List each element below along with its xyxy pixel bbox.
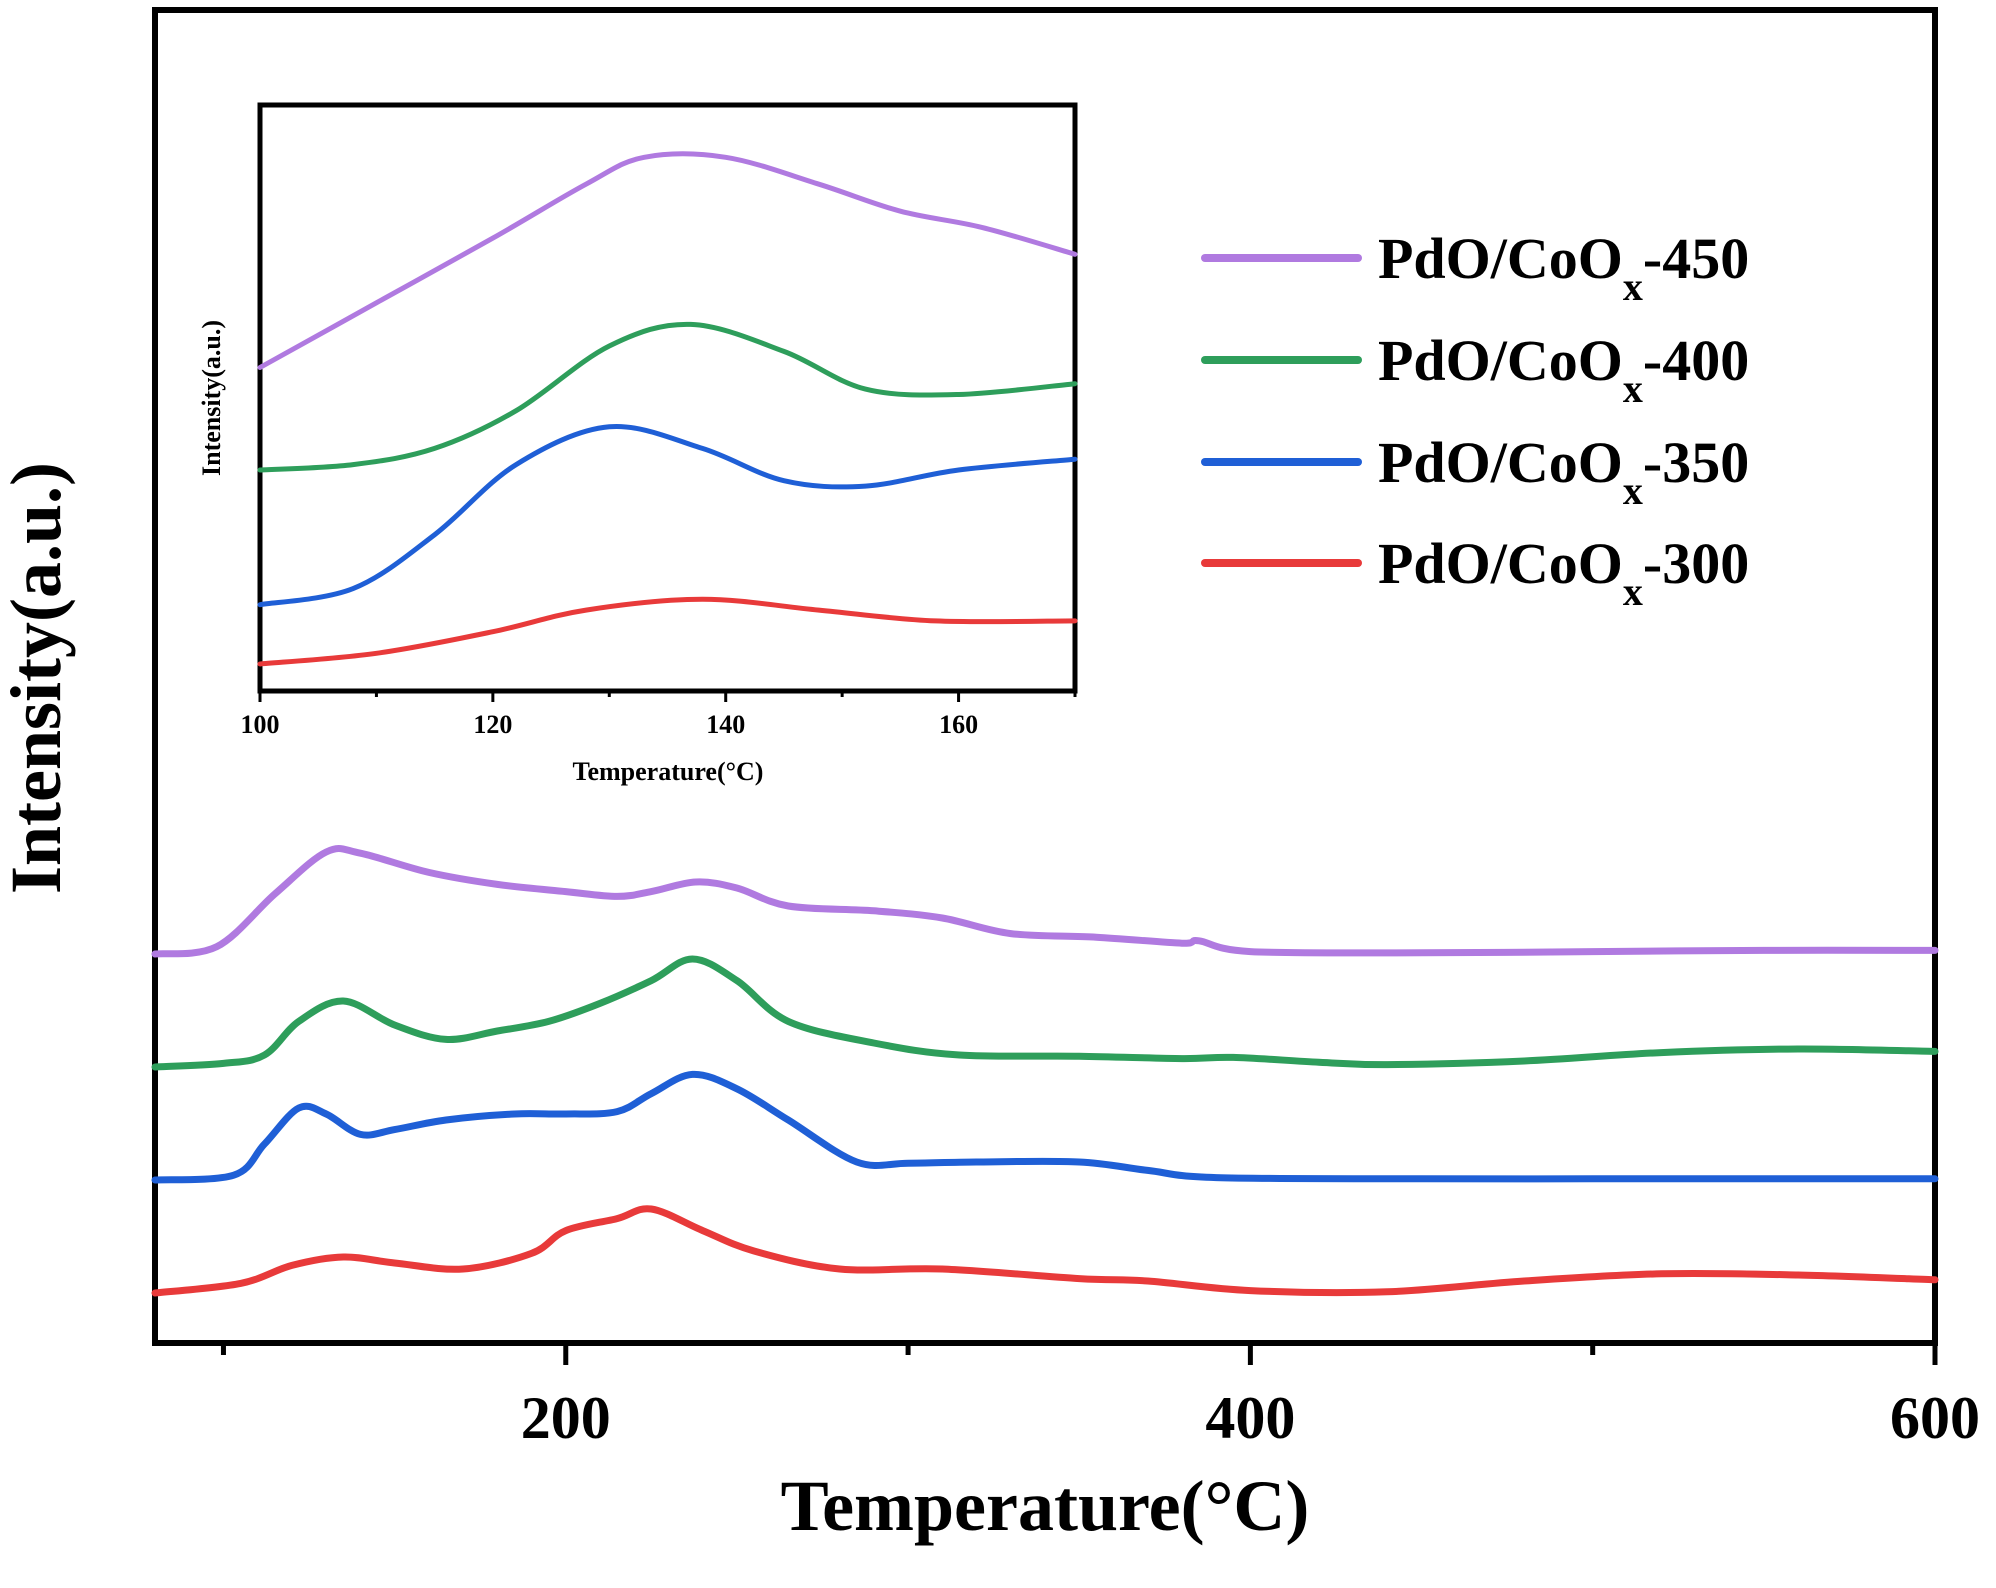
main-y-axis-label: Intensity(a.u.): [0, 462, 76, 894]
inset-series-line: [257, 424, 1078, 608]
legend-label: PdO/CoOx-450: [1378, 226, 1749, 309]
main-series-line: [151, 1070, 1939, 1184]
inset-x-tick-label: 100: [241, 710, 280, 739]
legend: PdO/CoOx-450 PdO/CoOx-400 PdO/CoOx-350 PdO/…: [1201, 226, 1749, 614]
inset-y-axis-label: Intensity(a.u.): [197, 320, 226, 476]
inset-series-line: [257, 596, 1078, 667]
main-series-line: [151, 955, 1939, 1071]
inset-x-tick-label: 120: [473, 710, 512, 739]
legend-label: PdO/CoOx-350: [1378, 430, 1749, 513]
main-plot-frame: [152, 7, 1938, 1346]
inset-x-axis-label: Temperature(°C): [573, 757, 764, 786]
main-series-line: [151, 1205, 1939, 1297]
main-series-line: [151, 845, 1939, 958]
legend-label: PdO/CoOx-300: [1378, 531, 1749, 614]
inset-series-line: [257, 151, 1078, 370]
legend-label: PdO/CoOx-400: [1378, 328, 1749, 411]
main-x-tick-label: 200: [521, 1385, 611, 1451]
main-x-axis-label: Temperature(°C): [781, 1466, 1310, 1546]
main-x-tick-label: 600: [1890, 1385, 1980, 1451]
main-x-tick-label: 400: [1205, 1385, 1295, 1451]
inset-x-tick-label: 140: [706, 710, 745, 739]
inset-series-group: [257, 151, 1078, 667]
inset-x-ticks: 100 120 140 160: [241, 691, 1077, 739]
inset-series-line: [257, 321, 1078, 473]
inset-plot-frame: [257, 102, 1078, 694]
main-series-group: [151, 845, 1939, 1297]
main-x-ticks: 200 400 600: [220, 1343, 1980, 1451]
inset-x-tick-label: 160: [939, 710, 978, 739]
